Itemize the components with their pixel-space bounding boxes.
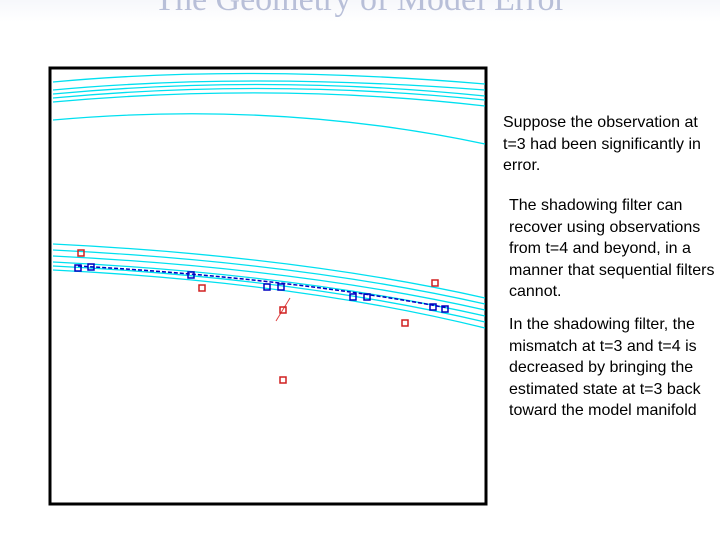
figure	[48, 66, 488, 506]
paragraph: The shadowing filter can recover using o…	[509, 197, 715, 300]
figure-frame	[48, 66, 488, 506]
slide-title: The Geometry of Model Error	[0, 0, 720, 22]
shadow-trajectory	[77, 265, 449, 309]
observations	[77, 249, 439, 384]
paragraph: In the shadowing filter, the mismatch at…	[509, 316, 701, 419]
mismatch	[275, 297, 291, 322]
estimates	[74, 263, 449, 313]
paragraph: Suppose the observation at t=3 had been …	[503, 114, 701, 174]
